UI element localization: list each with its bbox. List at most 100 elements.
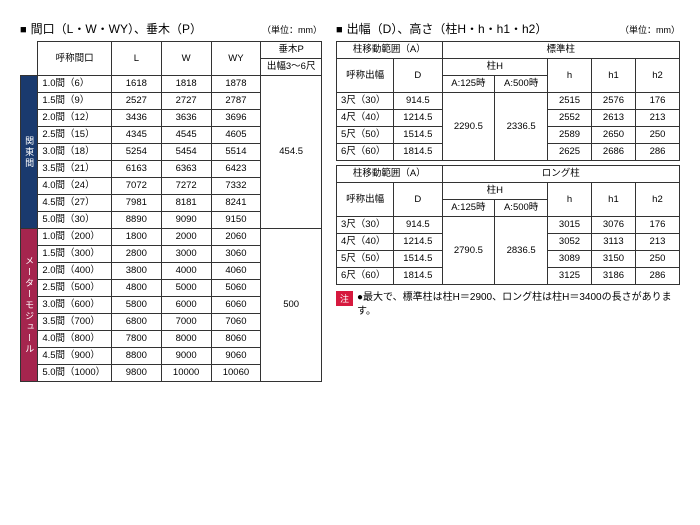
left-section-title: ■ 間口（L・W・WY）、垂木（P） （単位：mm）	[20, 20, 322, 37]
table-cell: 8000	[161, 331, 211, 348]
table-cell: 3076	[591, 217, 635, 234]
table-cell: 5.0間（30）	[38, 212, 112, 229]
hdr-pillar-type: ロング柱	[442, 166, 679, 183]
table-cell: 2515	[548, 93, 592, 110]
table-cell: 2650	[592, 127, 636, 144]
hdr-h: h	[548, 59, 592, 93]
hdr-h1: h1	[592, 59, 636, 93]
hdr-P-sub: 出幅3～6尺	[261, 59, 322, 76]
table-cell: 1878	[211, 76, 261, 93]
table-cell: 2000	[161, 229, 211, 246]
table-cell: 3.0間（600）	[38, 297, 112, 314]
hdr-rangeA: 柱移動範囲（A）	[337, 42, 443, 59]
table-cell: 4800	[111, 280, 161, 297]
table-cell: 1618	[111, 76, 161, 93]
table-cell: 5060	[211, 280, 261, 297]
hdr-h: h	[548, 183, 592, 217]
table-cell: 5514	[211, 144, 261, 161]
table-cell: 1800	[111, 229, 161, 246]
right-title-prefix: ■	[336, 24, 343, 36]
hdr-D: D	[394, 183, 442, 217]
table-cell: 3800	[111, 263, 161, 280]
table-cell: 9800	[111, 365, 161, 382]
hdr-rangeA: 柱移動範囲（A）	[337, 166, 443, 183]
table-cell: 9060	[211, 348, 261, 365]
table-cell: 2.0間（12）	[38, 110, 112, 127]
note-text: ●最大で、標準柱は柱H＝2900、ロング柱は柱H＝3400の長さがあります。	[357, 291, 680, 318]
table-cell: 4605	[211, 127, 261, 144]
table-cell: 2613	[592, 110, 636, 127]
left-column: ■ 間口（L・W・WY）、垂木（P） （単位：mm） 呼称間口 L W WY 垂…	[20, 20, 322, 382]
table-cell: 2552	[548, 110, 592, 127]
table-cell: 4.5間（27）	[38, 195, 112, 212]
table-cell: 4545	[161, 127, 211, 144]
hdr-WY: WY	[211, 42, 261, 76]
hdr-L: L	[111, 42, 161, 76]
table-cell: 6163	[111, 161, 161, 178]
left-title-text: 間口（L・W・WY）、垂木（P）	[31, 20, 202, 37]
table-cell: 9000	[161, 348, 211, 365]
table-cell: 8241	[211, 195, 261, 212]
table-cell: 2727	[161, 93, 211, 110]
table-cell: 2686	[592, 144, 636, 161]
table-cell: 3186	[591, 268, 635, 285]
table-cell: 8181	[161, 195, 211, 212]
table-cell: 1814.5	[394, 268, 442, 285]
table-cell: 7981	[111, 195, 161, 212]
right-column: ■ 出幅（D）、高さ（柱H・h・h1・h2） （単位：mm） 柱移動範囲（A） …	[336, 20, 680, 382]
table-cell: 2527	[111, 93, 161, 110]
table-cell: 1.5間（300）	[38, 246, 112, 263]
table-cell: 3060	[211, 246, 261, 263]
cell-A125: 2290.5	[442, 93, 495, 161]
right-unit: （単位：mm）	[620, 23, 680, 36]
table-cell: 3000	[161, 246, 211, 263]
table-cell: 3.5間（700）	[38, 314, 112, 331]
note-tag: 注	[336, 291, 353, 306]
hdr-name: 呼称間口	[38, 42, 112, 76]
table-cell: 2060	[211, 229, 261, 246]
table-cell: 1.0間（200）	[38, 229, 112, 246]
table-cell: 7072	[111, 178, 161, 195]
hdr-pillarH: 柱H	[442, 59, 548, 76]
table-cell: 250	[635, 251, 679, 268]
table-cell: 7800	[111, 331, 161, 348]
table-cell: 3尺（30）	[337, 217, 394, 234]
page-root: ■ 間口（L・W・WY）、垂木（P） （単位：mm） 呼称間口 L W WY 垂…	[20, 20, 680, 382]
table-cell: 6800	[111, 314, 161, 331]
right-table-std: 柱移動範囲（A） 標準柱 呼称出幅 D 柱H h h1 h2 A:125時 A:…	[336, 41, 680, 161]
table-cell: 3696	[211, 110, 261, 127]
hdr-name: 呼称出幅	[337, 59, 394, 93]
table-cell: 4.0間（24）	[38, 178, 112, 195]
left-unit: （単位：mm）	[262, 23, 322, 36]
table-cell: 5454	[161, 144, 211, 161]
table-cell: 176	[635, 93, 679, 110]
group2-label: メーターモジュール	[21, 229, 38, 382]
hdr-A125: A:125時	[442, 200, 495, 217]
group1-label: 関東間	[21, 76, 38, 229]
cell-A125: 2790.5	[442, 217, 495, 285]
note-row: 注 ●最大で、標準柱は柱H＝2900、ロング柱は柱H＝3400の長さがあります。	[336, 291, 680, 318]
table-cell: 4尺（40）	[337, 110, 394, 127]
right-table-long: 柱移動範囲（A） ロング柱 呼称出幅 D 柱H h h1 h2 A:125時 A…	[336, 165, 680, 285]
table-cell: 3.5間（21）	[38, 161, 112, 178]
table-cell: 4尺（40）	[337, 234, 394, 251]
table-cell: 6尺（60）	[337, 268, 394, 285]
table-cell: 8060	[211, 331, 261, 348]
left-title-prefix: ■	[20, 24, 27, 36]
table-cell: 1514.5	[394, 251, 442, 268]
table-cell: 8890	[111, 212, 161, 229]
table-cell: 6363	[161, 161, 211, 178]
table-cell: 1214.5	[394, 110, 442, 127]
table-cell: 2.0間（400）	[38, 263, 112, 280]
group1-P: 454.5	[261, 76, 322, 229]
hdr-A125: A:125時	[442, 76, 495, 93]
table-cell: 7272	[161, 178, 211, 195]
hdr-h2: h2	[635, 183, 679, 217]
table-cell: 1814.5	[394, 144, 442, 161]
hdr-pillarH: 柱H	[442, 183, 548, 200]
table-cell: 914.5	[394, 217, 442, 234]
table-cell: 3.0間（18）	[38, 144, 112, 161]
table-cell: 3113	[591, 234, 635, 251]
table-cell: 4000	[161, 263, 211, 280]
table-cell: 4.0間（800）	[38, 331, 112, 348]
